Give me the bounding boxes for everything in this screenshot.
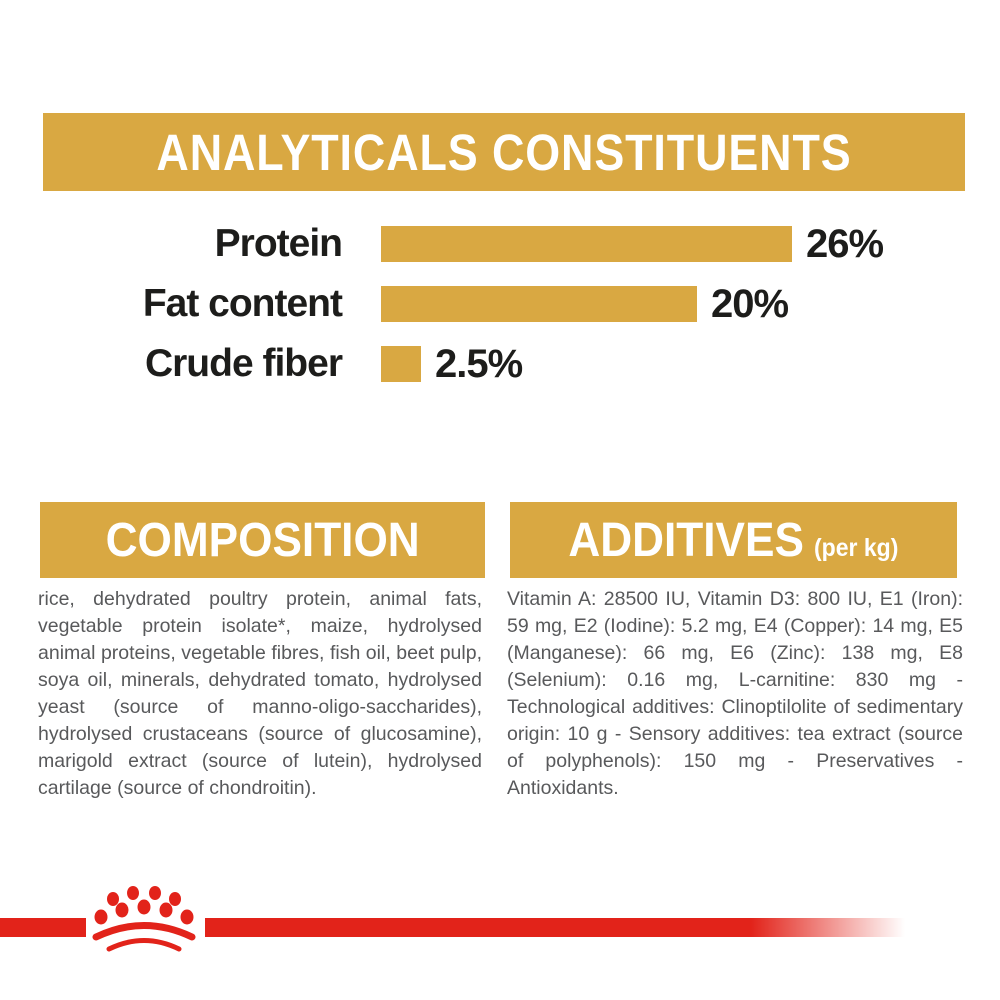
analytical-constituents-banner: ANALYTICALS CONSTITUENTS [43,113,965,191]
chart-value-label: 20% [711,281,789,326]
chart-category-label: Fat content [142,282,343,325]
chart-category-label: Protein [214,222,343,265]
chart-bar [381,286,697,322]
additives-title-suffix: (per kg) [814,533,899,562]
composition-text: rice, dehydrated poultry protein, animal… [38,588,482,799]
additives-text: Vitamin A: 28500 IU, Vitamin D3: 800 IU,… [507,588,963,799]
chart-bar [381,226,792,262]
chart-row: Fat content 20% [0,274,1000,334]
additives-banner: ADDITIVES (per kg) [510,502,957,578]
composition-title: COMPOSITION [105,513,420,567]
brand-band-right [205,918,905,937]
composition-banner: COMPOSITION [40,502,485,578]
royal-canin-crown-logo-icon [92,886,196,952]
chart-value-label: 26% [806,221,884,266]
chart-row: Crude fiber 2.5% [0,334,1000,394]
chart-category-label: Crude fiber [144,342,343,385]
additives-title: ADDITIVES [568,513,805,567]
chart-bar [381,346,421,382]
chart-row: Protein 26% [0,214,1000,274]
brand-band-left [0,918,86,937]
chart-value-label: 2.5% [435,341,523,386]
analytical-constituents-chart: Protein 26% Fat content 20% Crude fiber 2.5% [0,214,1000,394]
analytical-constituents-title: ANALYTICALS CONSTITUENTS [156,123,852,181]
